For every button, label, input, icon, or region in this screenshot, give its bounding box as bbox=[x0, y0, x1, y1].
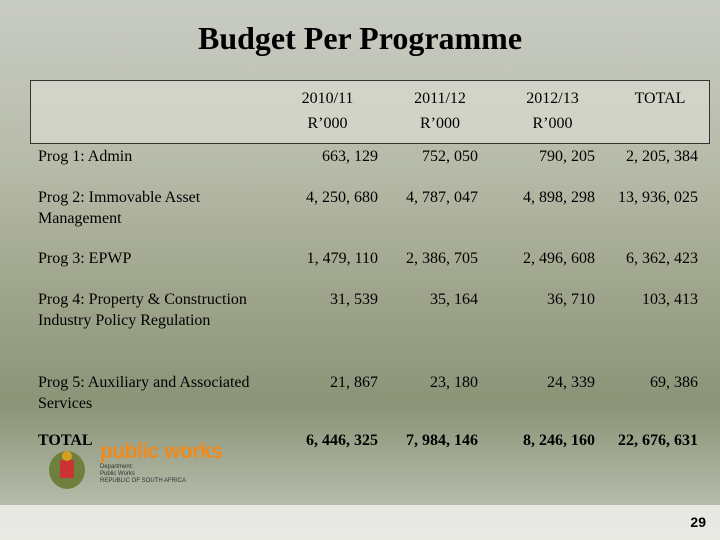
logo: public works Department: Public Works RE… bbox=[100, 440, 223, 485]
title: Budget Per Programme bbox=[197, 20, 523, 56]
cell-value: 35, 164 bbox=[430, 291, 478, 308]
cell-value: 6, 362, 423 bbox=[626, 250, 698, 267]
column-unit: R’000 bbox=[307, 115, 348, 132]
cell-value: 36, 710 bbox=[547, 291, 595, 308]
cell-value: 23, 180 bbox=[430, 374, 478, 391]
cell-value: 31, 539 bbox=[330, 291, 378, 308]
row-label: Prog 3: EPWP bbox=[38, 250, 132, 267]
logo-name: public works bbox=[100, 440, 223, 463]
cell-value: 24, 339 bbox=[547, 374, 595, 391]
footer-bar bbox=[0, 505, 720, 540]
cell-value: 2, 496, 608 bbox=[523, 250, 595, 267]
cell-value: 6, 446, 325 bbox=[306, 432, 378, 449]
column-unit: R’000 bbox=[532, 115, 573, 132]
page-number: 29 bbox=[690, 514, 706, 530]
row-label: TOTAL bbox=[38, 432, 93, 449]
cell-value: 4, 250, 680 bbox=[306, 189, 378, 206]
logo-line: Public Works bbox=[100, 471, 135, 477]
row-label: Prog 1: Admin bbox=[38, 148, 133, 165]
cell-value: 7, 984, 146 bbox=[406, 432, 478, 449]
logo-line: REPUBLIC OF SOUTH AFRICA bbox=[100, 478, 187, 484]
cell-value: 2, 386, 705 bbox=[406, 250, 478, 267]
cell-value: 103, 413 bbox=[642, 291, 698, 308]
cell-value: 752, 050 bbox=[422, 148, 478, 165]
row-label: Prog 2: Immovable Asset Management bbox=[38, 189, 201, 227]
cell-value: 790, 205 bbox=[539, 148, 595, 165]
header-row bbox=[30, 80, 710, 144]
cell-value: 21, 867 bbox=[330, 374, 378, 391]
row-label: Prog 4: Property & Construction Industry… bbox=[38, 291, 247, 329]
coat-of-arms bbox=[49, 451, 85, 489]
column-year: 2012/13 bbox=[526, 90, 579, 107]
cell-value: 4, 898, 298 bbox=[523, 189, 595, 206]
cell-value: 69, 386 bbox=[650, 374, 698, 391]
column-year: 2010/11 bbox=[301, 90, 354, 107]
cell-value: 4, 787, 047 bbox=[406, 189, 478, 206]
row-label: Prog 5: Auxiliary and Associated Service… bbox=[38, 374, 250, 412]
column-year: 2011/12 bbox=[414, 90, 466, 107]
cell-value: 2, 205, 384 bbox=[626, 148, 698, 165]
cell-value: 13, 936, 025 bbox=[618, 189, 698, 206]
cell-value: 22, 676, 631 bbox=[618, 432, 698, 449]
cell-value: 1, 479, 110 bbox=[306, 250, 378, 267]
column-unit: R’000 bbox=[420, 115, 460, 132]
column-year: TOTAL bbox=[634, 90, 686, 107]
cell-value: 663, 129 bbox=[322, 148, 378, 165]
cell-value: 8, 246, 160 bbox=[523, 432, 595, 449]
logo-line: Department: bbox=[100, 464, 134, 470]
